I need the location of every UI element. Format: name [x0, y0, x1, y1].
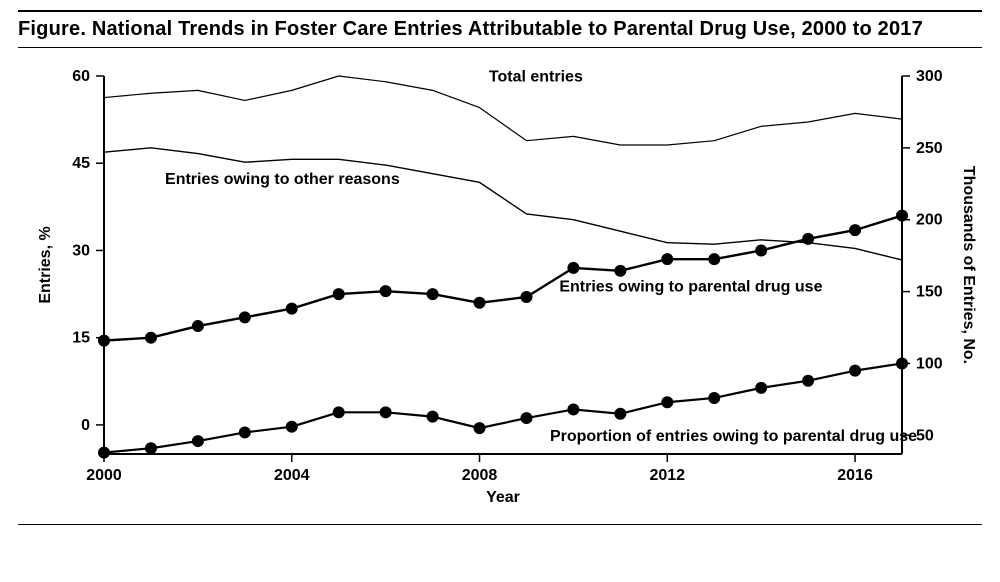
- series-total_entries: Total entries: [104, 69, 902, 145]
- chart-area: 0 15 30 45 60 50 100 150 200 250 300 2000 2004 2008 20…: [18, 54, 982, 524]
- x-tick-label: 2012: [649, 467, 685, 484]
- series-label-drug_use_entries: Entries owing to parental drug use: [559, 279, 822, 296]
- series-other_reasons: Entries owing to other reasons: [104, 148, 902, 260]
- series-proportion_drug: Proportion of entries owing to parental …: [98, 210, 917, 446]
- figure-container: Figure. National Trends in Foster Care E…: [0, 0, 1000, 582]
- y-left-tick-label: 15: [72, 330, 90, 347]
- bottom-rule: [18, 524, 982, 525]
- x-tick-label: 2008: [462, 467, 498, 484]
- y-right-tick-label: 200: [916, 212, 943, 229]
- x-tick-label: 2016: [837, 467, 873, 484]
- y-left-tick-label: 60: [72, 68, 90, 85]
- series-label-proportion_drug: Proportion of entries owing to parental …: [550, 428, 917, 445]
- x-axis-label: Year: [486, 489, 520, 506]
- x-tick-label: 2004: [274, 467, 310, 484]
- y-right-tick-label: 300: [916, 68, 943, 85]
- y-left-tick-label: 30: [72, 242, 90, 259]
- x-tick-label: 2000: [86, 467, 122, 484]
- y-left-tick-label: 0: [81, 417, 90, 434]
- series-label-other_reasons: Entries owing to other reasons: [165, 171, 400, 188]
- y-right-tick-label: 50: [916, 427, 934, 444]
- y-right-tick-label: 150: [916, 284, 943, 301]
- y-right-tick-label: 250: [916, 140, 943, 157]
- y-right-tick-label: 100: [916, 355, 943, 372]
- y-right-axis-label: Thousands of Entries, No.: [960, 166, 977, 364]
- figure-title: Figure. National Trends in Foster Care E…: [18, 12, 982, 47]
- y-left-tick-label: 45: [72, 155, 90, 172]
- y-left-axis-label: Entries, %: [37, 226, 54, 303]
- series-label-total_entries: Total entries: [489, 69, 583, 86]
- title-underline-rule: [18, 47, 982, 48]
- line-chart-svg: 0 15 30 45 60 50 100 150 200 250 300 2000 2004 2008 20…: [18, 54, 982, 524]
